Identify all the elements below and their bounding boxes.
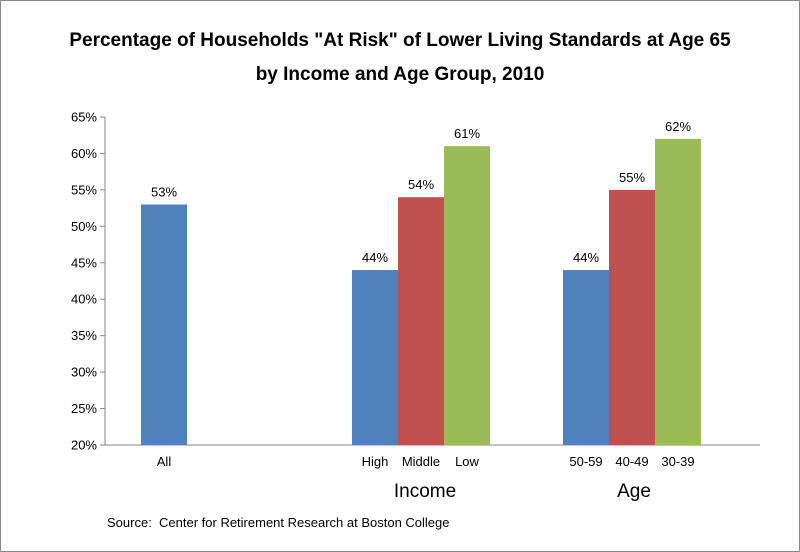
data-label: 54% bbox=[408, 177, 434, 192]
data-label: 62% bbox=[665, 119, 691, 134]
y-tick-label: 20% bbox=[71, 438, 97, 453]
bar-all bbox=[141, 204, 187, 445]
data-label: 44% bbox=[573, 250, 599, 265]
bar-middle bbox=[398, 197, 444, 445]
x-tick-label: High bbox=[362, 454, 389, 469]
data-label: 53% bbox=[151, 184, 177, 199]
x-tick-label: 30-39 bbox=[661, 454, 694, 469]
y-tick-label: 50% bbox=[71, 219, 97, 234]
bar-high bbox=[352, 270, 398, 445]
y-tick-label: 60% bbox=[71, 146, 97, 161]
source-note: Source: Center for Retirement Research a… bbox=[107, 515, 450, 530]
x-tick-label: Middle bbox=[402, 454, 440, 469]
bar-40-49 bbox=[609, 189, 655, 445]
data-label: 55% bbox=[619, 170, 645, 185]
bar-30-39 bbox=[655, 138, 701, 445]
bar-50-59 bbox=[563, 270, 609, 445]
y-tick-label: 65% bbox=[71, 110, 97, 125]
y-tick-label: 35% bbox=[71, 328, 97, 343]
group-label-age: Age bbox=[617, 481, 651, 502]
y-tick-label: 45% bbox=[71, 255, 97, 270]
chart-title-line-1: Percentage of Households "At Risk" of Lo… bbox=[69, 30, 731, 51]
x-tick-label: 40-49 bbox=[615, 454, 648, 469]
y-tick-label: 55% bbox=[71, 182, 97, 197]
y-tick-label: 40% bbox=[71, 292, 97, 307]
y-tick-label: 30% bbox=[71, 365, 97, 380]
bar-low bbox=[444, 146, 490, 445]
data-label: 61% bbox=[454, 126, 480, 141]
x-tick-label: 50-59 bbox=[569, 454, 602, 469]
data-label: 44% bbox=[362, 250, 388, 265]
group-label-income: Income bbox=[394, 481, 456, 502]
x-tick-label: Low bbox=[455, 454, 479, 469]
x-tick-label: All bbox=[157, 454, 172, 469]
y-tick-label: 25% bbox=[71, 401, 97, 416]
chart-title-line-2: by Income and Age Group, 2010 bbox=[255, 64, 545, 85]
